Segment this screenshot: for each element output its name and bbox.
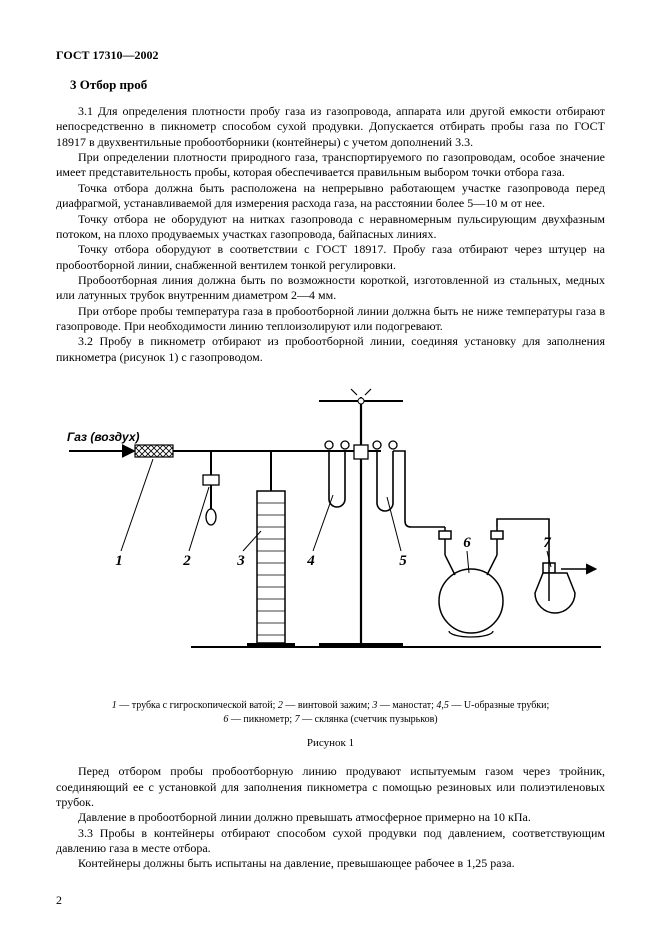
top-paragraphs: 3.1 Для определения плотности пробу газа… [56,104,605,365]
paragraph: Перед отбором пробы пробоотборную линию … [56,764,605,810]
paragraph: Точку отбора не оборудуют на нитках газо… [56,212,605,243]
callout-5: 5 [399,553,407,569]
callout-1: 1 [115,553,123,569]
callout-3: 3 [236,553,245,569]
paragraph: 3.3 Пробы в контейнеры отбирают способом… [56,826,605,857]
paragraph: При определении плотности природного газ… [56,150,605,181]
callout-7: 7 [543,535,551,551]
callout-2: 2 [182,553,191,569]
paragraph: Контейнеры должны быть испытаны на давле… [56,856,605,871]
figure-label: Рисунок 1 [56,736,605,750]
paragraph: При отборе пробы температура газа в проб… [56,304,605,335]
doc-header: ГОСТ 17310—2002 [56,48,605,63]
paragraph: 3.2 Пробу в пикнометр отбирают из пробоо… [56,334,605,365]
section-title: 3 Отбор проб [56,77,605,94]
paragraph: Давление в пробоотборной линии должно пр… [56,810,605,825]
apparatus-diagram: Газ (воздух) [61,379,601,689]
paragraph: Точка отбора должна быть расположена на … [56,181,605,212]
callout-6: 6 [463,535,471,551]
figure-caption: 1 — трубка с гигроскопической ватой; 2 —… [56,699,605,726]
paragraph: 3.1 Для определения плотности пробу газа… [56,104,605,150]
page-number: 2 [56,893,62,908]
gas-label: Газ (воздух) [67,430,140,444]
bottom-paragraphs: Перед отбором пробы пробоотборную линию … [56,764,605,872]
figure-1: Газ (воздух) [56,379,605,750]
paragraph: Пробоотборная линия должна быть по возмо… [56,273,605,304]
paragraph: Точку отбора оборудуют в соответствии с … [56,242,605,273]
callout-4: 4 [306,553,315,569]
